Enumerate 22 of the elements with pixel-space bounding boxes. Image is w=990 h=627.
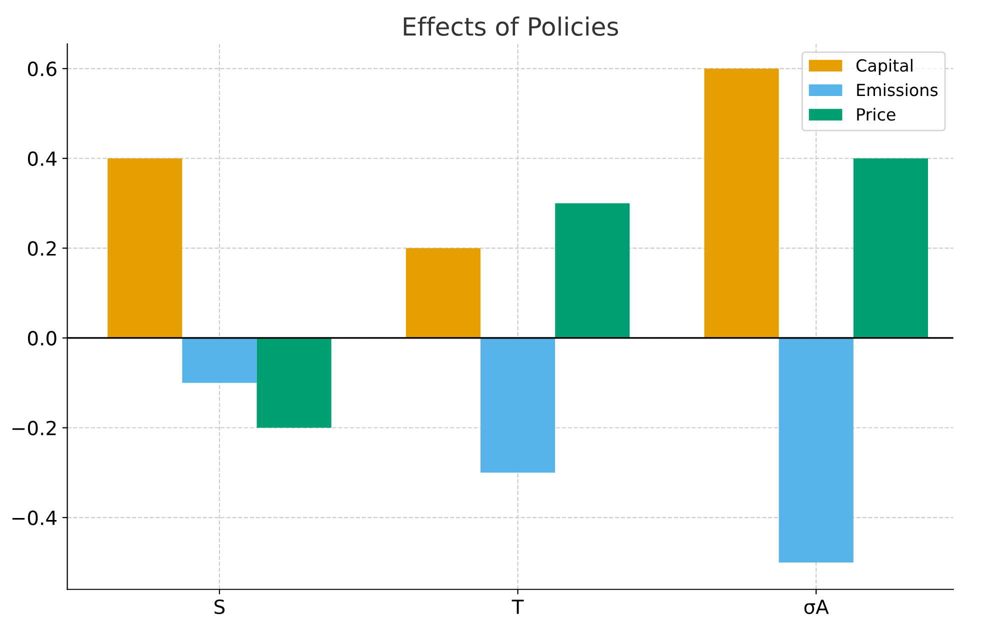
bar: [182, 338, 257, 383]
y-tick-label: 0.6: [28, 62, 56, 76]
legend-label: Price: [857, 108, 896, 121]
bar: [778, 338, 854, 562]
bar: [853, 158, 928, 338]
y-tick-label: 0.4: [28, 151, 57, 166]
y-tick-label: −0.2: [12, 420, 56, 436]
legend-label: Emissions: [857, 83, 938, 96]
bar: [704, 68, 779, 338]
legend-label: Capital: [856, 58, 912, 76]
bar: [108, 158, 182, 338]
bar: [480, 338, 556, 473]
x-tick-label: σA: [804, 600, 829, 614]
y-tick-label: −0.4: [12, 510, 57, 526]
y-tick-label: 0.2: [28, 241, 56, 256]
x-tick-label: S: [214, 599, 225, 614]
bar: [555, 203, 630, 338]
y-tick-label: 0.0: [28, 330, 56, 346]
x-tick-label: T: [512, 600, 524, 614]
bar: [256, 338, 332, 428]
bar: [406, 248, 481, 338]
chart-title: Effects of Policies: [404, 16, 618, 36]
